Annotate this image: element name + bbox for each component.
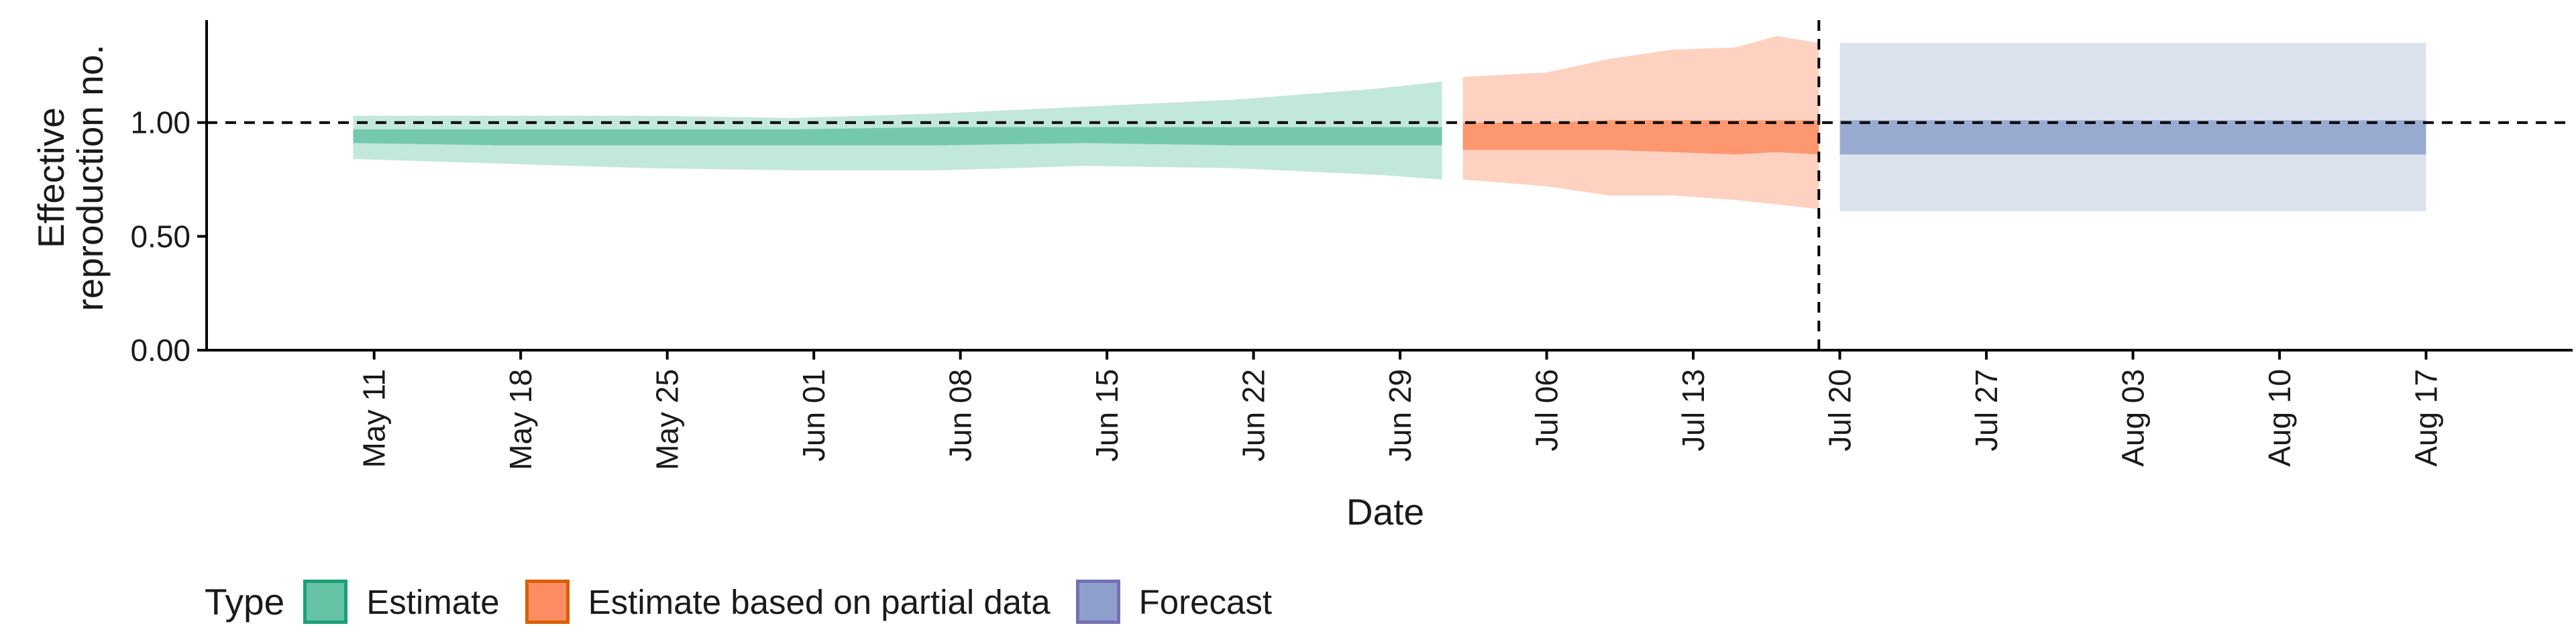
legend-label-partial: Estimate based on partial data (588, 582, 1051, 621)
band-inner-estimate (353, 127, 1442, 146)
x-tick-label: Aug 03 (2116, 369, 2151, 467)
y-tick-label: 1.00 (130, 105, 191, 140)
legend-item-forecast: Forecast (1075, 580, 1272, 624)
x-tick-label: Jun 15 (1089, 369, 1124, 462)
x-tick-label: Jun 08 (943, 369, 978, 462)
x-tick-label: Jul 06 (1529, 369, 1564, 451)
legend-swatch-estimate (303, 580, 348, 624)
y-axis-label-line: reproduction no. (69, 44, 111, 311)
legend-label-forecast: Forecast (1138, 582, 1272, 621)
legend-item-estimate: Estimate (303, 580, 500, 624)
legend-item-partial: Estimate based on partial data (525, 580, 1051, 624)
x-ticks: May 11 May 18 May 25 Jun 01 Jun 08 Jun 15 Jun … (357, 350, 2444, 470)
x-tick-label: Jul 13 (1676, 369, 1711, 451)
band-inner-estimate-based-on-partial-data (1462, 120, 1819, 155)
x-tick-label: May 11 (357, 369, 392, 468)
legend-swatch-partial (525, 580, 570, 624)
x-tick-label: Jun 29 (1383, 369, 1417, 462)
y-tick-label: 0.50 (130, 219, 191, 254)
x-tick-label: May 25 (650, 369, 685, 470)
legend-swatch-forecast (1075, 580, 1120, 624)
y-axis-label-line: Effective (30, 107, 72, 248)
x-tick-label: Jul 20 (1823, 369, 1858, 451)
legend: Type Estimate Estimate based on partial … (205, 575, 1297, 629)
axes (205, 20, 2573, 352)
x-tick-label: Aug 17 (2409, 369, 2444, 467)
y-ticks: 0.00 0.50 1.00 (130, 105, 207, 368)
legend-label-estimate: Estimate (366, 582, 500, 621)
x-tick-label: Jun 22 (1236, 369, 1271, 462)
legend-title: Type (205, 581, 285, 623)
x-tick-label: Aug 10 (2262, 369, 2297, 467)
x-tick-label: May 18 (503, 369, 538, 470)
y-axis-label: Effectivereproduction no. (30, 44, 111, 311)
band-inner-forecast (1839, 120, 2426, 155)
y-tick-label: 0.00 (130, 333, 191, 368)
x-axis-label: Date (1346, 491, 1424, 533)
x-tick-label: Jul 27 (1969, 369, 2004, 451)
x-tick-label: Jun 01 (796, 369, 831, 462)
